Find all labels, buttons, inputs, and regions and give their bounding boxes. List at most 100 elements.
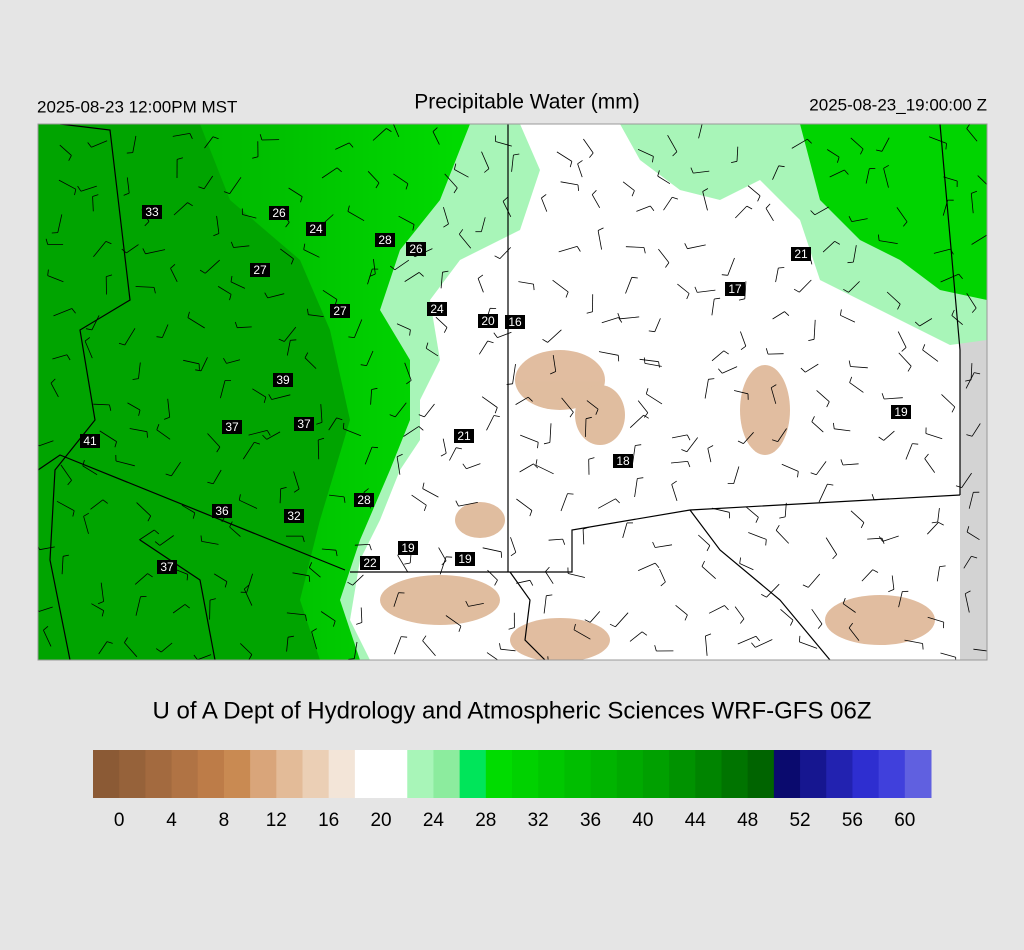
wind-barb: [966, 293, 977, 309]
wind-barb: [138, 362, 141, 379]
wind-barb-flag: [456, 447, 462, 450]
wind-barb-flag: [706, 545, 711, 552]
wind-barb-flag: [778, 165, 785, 168]
wind-barb: [61, 556, 64, 575]
wind-barb: [248, 430, 268, 436]
colorbar-label: 56: [842, 810, 863, 831]
wind-barb-flag: [223, 357, 227, 364]
wind-barb: [733, 466, 740, 484]
wind-barb-flag: [280, 487, 287, 490]
colorbar-label: 12: [266, 810, 287, 831]
wind-barb: [93, 403, 110, 406]
wind-barb-flag: [154, 529, 160, 535]
wind-barb: [547, 329, 562, 343]
wind-barb-flag: [912, 443, 919, 445]
wind-barb-flag: [971, 190, 978, 194]
wind-barb: [822, 241, 835, 253]
wind-barb: [826, 149, 840, 158]
wind-barb: [818, 483, 828, 503]
wind-barb: [637, 400, 649, 413]
wind-barb: [748, 532, 767, 540]
wind-barb-flag: [686, 434, 691, 441]
wind-barb: [286, 637, 289, 652]
wind-barb-flag: [672, 151, 678, 157]
wind-barb: [217, 286, 232, 295]
map-frame: [37, 123, 988, 661]
wind-barb: [736, 146, 739, 162]
wind-barb-flag: [404, 562, 411, 565]
wind-barb: [964, 593, 970, 613]
wind-barb-flag: [409, 329, 411, 336]
wind-barb-flag: [304, 352, 309, 358]
dry-area: [825, 595, 935, 645]
wind-barb: [343, 428, 362, 437]
station-box: [613, 454, 633, 468]
wind-barb-flag: [533, 463, 539, 469]
wind-barb: [280, 248, 294, 260]
wind-barb-flag: [902, 221, 908, 227]
colorbar-box: [145, 750, 173, 798]
wind-barb: [727, 257, 735, 276]
station-box: [455, 552, 475, 566]
wind-barb: [129, 428, 148, 433]
wind-barb: [711, 350, 725, 362]
wind-barb-flag: [389, 265, 396, 271]
map-title: Precipitable Water (mm): [414, 91, 640, 114]
wind-barb-flag: [50, 378, 56, 384]
wind-barb: [477, 278, 484, 293]
station-value: 21: [457, 429, 471, 443]
wind-barb: [91, 315, 100, 331]
wind-barb-flag: [506, 383, 513, 385]
wind-barb-flag: [87, 142, 92, 148]
wind-barb-flag: [751, 642, 756, 648]
wind-barb: [928, 136, 947, 144]
wind-barb: [951, 315, 963, 326]
wind-barb: [963, 556, 972, 569]
colorbar-box: [93, 750, 120, 798]
wind-barb: [216, 215, 220, 234]
wind-barb-flag: [484, 168, 490, 173]
wind-barb: [672, 434, 688, 439]
colorbar: 0 4 8 12 16 20 24 28 32 36 40 44 48 52 56 60: [93, 750, 932, 831]
wind-barb-flag: [303, 243, 306, 250]
wind-barb: [883, 430, 895, 441]
wind-barb-flag: [883, 164, 889, 169]
wind-barb: [293, 471, 300, 490]
wind-barb: [172, 604, 186, 614]
wind-barb-flag: [234, 321, 238, 328]
wind-barb-flag: [477, 274, 484, 279]
wind-barb: [815, 461, 827, 476]
station-value: 17: [728, 282, 742, 296]
wind-barb: [481, 217, 486, 232]
wind-barb: [943, 176, 958, 182]
wind-barb: [708, 605, 725, 614]
wind-barb: [585, 418, 587, 437]
border: [509, 571, 546, 660]
wind-barb-flag: [576, 246, 581, 252]
wind-barb: [811, 608, 823, 625]
wind-barb-flag: [708, 378, 715, 380]
wind-barb: [468, 603, 484, 607]
wind-barb: [43, 630, 52, 647]
wind-barb: [560, 493, 568, 512]
wind-barb: [366, 350, 374, 366]
wind-barb: [352, 574, 364, 586]
wind-barb: [403, 426, 420, 437]
colorbar-box: [197, 750, 225, 798]
station-box: [269, 206, 289, 220]
wind-barb: [905, 443, 913, 460]
wind-barb: [671, 484, 678, 502]
wind-barb-flag: [406, 380, 412, 385]
wind-barb: [686, 437, 699, 452]
wind-barb: [367, 171, 380, 184]
wind-barb-flag: [860, 522, 865, 529]
wind-barb: [481, 396, 498, 408]
wind-barb-flag: [348, 142, 354, 148]
wind-barb-flag: [924, 453, 929, 459]
wind-barb: [404, 362, 412, 381]
wind-barb: [701, 566, 716, 579]
wind-barb: [242, 442, 255, 460]
wind-barb: [919, 318, 933, 327]
wind-barb-flag: [316, 422, 323, 425]
wind-barb: [230, 281, 246, 289]
